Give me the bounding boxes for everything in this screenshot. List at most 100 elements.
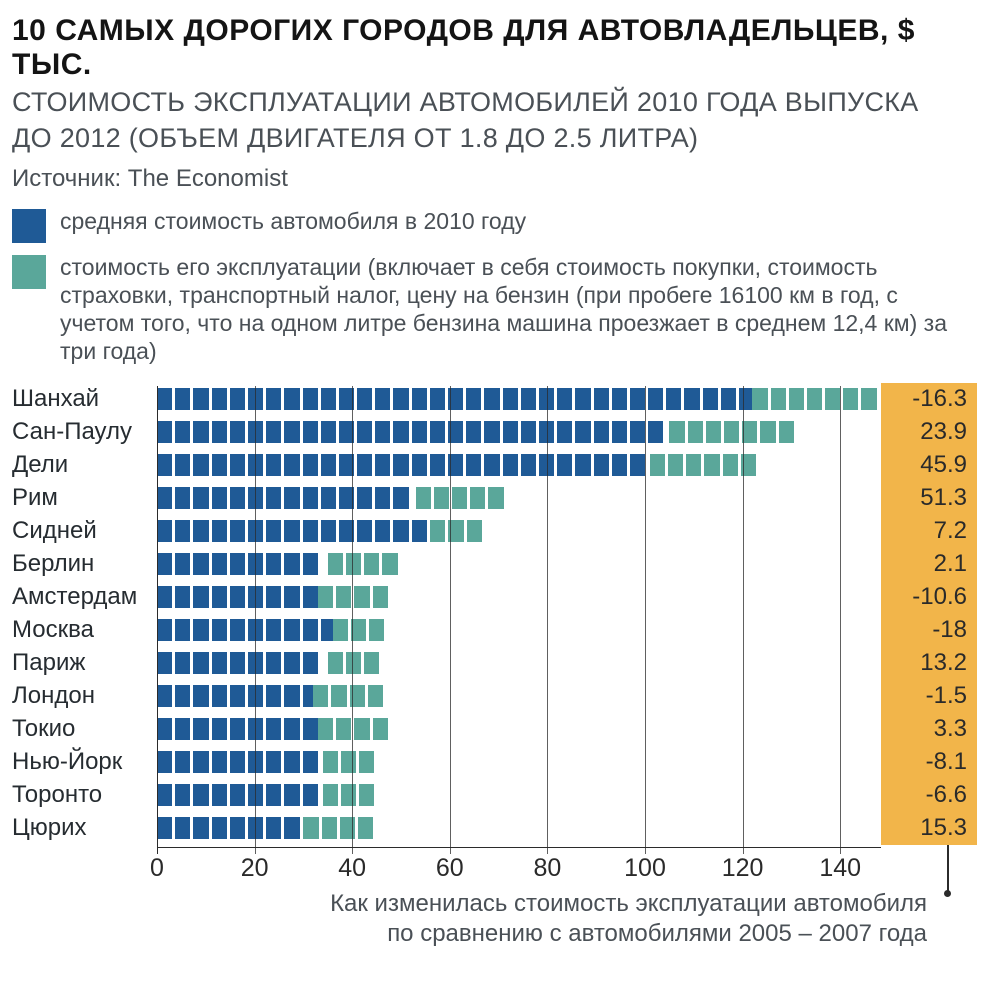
bar-segment: [328, 553, 398, 575]
axis-tick-label: 80: [533, 854, 561, 883]
city-label: Париж: [12, 649, 157, 677]
bar-segment: [157, 553, 318, 575]
bar-track: [157, 749, 881, 775]
legend-swatch: [12, 255, 46, 289]
bar-segment: [157, 388, 754, 410]
city-label: Торонто: [12, 781, 157, 809]
change-value: -16.3: [881, 383, 977, 416]
chart-row: Сан-Паулу 23.9: [12, 416, 977, 449]
bar-segment: [157, 817, 300, 839]
bar-track: [157, 518, 881, 544]
bar-segment: [303, 817, 373, 839]
bar-track: [157, 584, 881, 610]
city-label: Сан-Паулу: [12, 418, 157, 446]
legend-label: средняя стоимость автомобиля в 2010 году: [60, 207, 526, 235]
city-label: Берлин: [12, 550, 157, 578]
bar-track: [157, 452, 881, 478]
change-value: 15.3: [881, 812, 977, 845]
city-label: Москва: [12, 616, 157, 644]
bar-segment: [157, 619, 336, 641]
bar-segment: [669, 421, 793, 443]
change-value: 2.1: [881, 548, 977, 581]
bar-track: [157, 551, 881, 577]
city-label: Сидней: [12, 517, 157, 545]
bar-track: [157, 386, 881, 412]
bar-segment: [157, 718, 318, 740]
chart-subtitle-1: СТОИМОСТЬ ЭКСПЛУАТАЦИИ АВТОМОБИЛЕЙ 2010 …: [12, 86, 977, 118]
chart-row: Москва -18: [12, 614, 977, 647]
bar-track: [157, 683, 881, 709]
legend-label: стоимость его эксплуатации (включает в с…: [60, 253, 977, 365]
change-value: 51.3: [881, 482, 977, 515]
change-value: -8.1: [881, 746, 977, 779]
city-label: Цюрих: [12, 814, 157, 842]
bar-segment: [416, 487, 504, 509]
change-value: 13.2: [881, 647, 977, 680]
bar-segment: [157, 685, 318, 707]
chart-row: Лондон-1.5: [12, 680, 977, 713]
bar-segment: [157, 586, 318, 608]
bar-segment: [323, 751, 375, 773]
bar-segment: [318, 586, 388, 608]
chart-row: Рим 51.3: [12, 482, 977, 515]
axis-tick-label: 40: [338, 854, 366, 883]
bar-segment: [157, 421, 663, 443]
axis-tick-label: 100: [624, 854, 666, 883]
chart-subtitle-2: ДО 2012 (ОБЪЕМ ДВИГАТЕЛЯ ОТ 1.8 ДО 2.5 Л…: [12, 122, 977, 154]
change-value: -6.6: [881, 779, 977, 812]
legend-item: стоимость его эксплуатации (включает в с…: [12, 253, 977, 365]
chart-row: Нью-Йорк -8.1: [12, 746, 977, 779]
axis-tick-label: 60: [436, 854, 464, 883]
bar-track: [157, 485, 881, 511]
change-value: 23.9: [881, 416, 977, 449]
axis-tick-label: 20: [241, 854, 269, 883]
change-value: -18: [881, 614, 977, 647]
bar-segment: [430, 520, 482, 542]
chart-row: Цюрих 15.3: [12, 812, 977, 845]
change-value: 7.2: [881, 515, 977, 548]
chart-row: Дели45.9: [12, 449, 977, 482]
legend-item: средняя стоимость автомобиля в 2010 году: [12, 207, 977, 243]
bar-track: [157, 650, 881, 676]
change-value: 3.3: [881, 713, 977, 746]
city-label: Дели: [12, 451, 157, 479]
bar-segment: [752, 388, 876, 410]
axis-tick-label: 0: [150, 854, 164, 883]
bar-segment: [313, 685, 383, 707]
city-label: Нью-Йорк: [12, 748, 157, 776]
city-label: Шанхай: [12, 385, 157, 413]
bar-track: [157, 419, 881, 445]
bar-track: [157, 782, 881, 808]
chart-row: Сидней 7.2: [12, 515, 977, 548]
chart: Шанхай-16.3Сан-Паулу23.9Дели45.9Рим51.3С…: [12, 383, 977, 883]
bar-segment: [323, 784, 375, 806]
caption-line-2: по сравнению с автомобилями 2005 – 2007 …: [387, 920, 927, 947]
chart-row: Амстердам -10.6: [12, 581, 977, 614]
bar-segment: [328, 652, 380, 674]
chart-row: Париж 13.2: [12, 647, 977, 680]
x-axis: 020406080100120140: [12, 847, 977, 883]
chart-row: Берлин 2.1: [12, 548, 977, 581]
legend-swatch: [12, 209, 46, 243]
chart-row: Токио 3.3: [12, 713, 977, 746]
change-value: -10.6: [881, 581, 977, 614]
bar-segment: [650, 454, 756, 476]
bar-segment: [157, 454, 645, 476]
chart-row: Торонто -6.6: [12, 779, 977, 812]
bar-segment: [333, 619, 385, 641]
bar-segment: [157, 487, 409, 509]
bar-segment: [318, 718, 388, 740]
bar-segment: [157, 784, 318, 806]
city-label: Амстердам: [12, 583, 157, 611]
callout-dot: [944, 890, 951, 897]
chart-source: Источник: The Economist: [12, 165, 977, 193]
bar-segment: [157, 751, 318, 773]
city-label: Токио: [12, 715, 157, 743]
bar-segment: [157, 652, 318, 674]
axis-tick-label: 120: [722, 854, 764, 883]
caption-line-1: Как изменилась стоимость эксплуатации ав…: [330, 890, 927, 917]
city-label: Лондон: [12, 682, 157, 710]
bar-segment: [157, 520, 427, 542]
city-label: Рим: [12, 484, 157, 512]
chart-title: 10 САМЫХ ДОРОГИХ ГОРОДОВ ДЛЯ АВТОВЛАДЕЛЬ…: [12, 14, 977, 82]
